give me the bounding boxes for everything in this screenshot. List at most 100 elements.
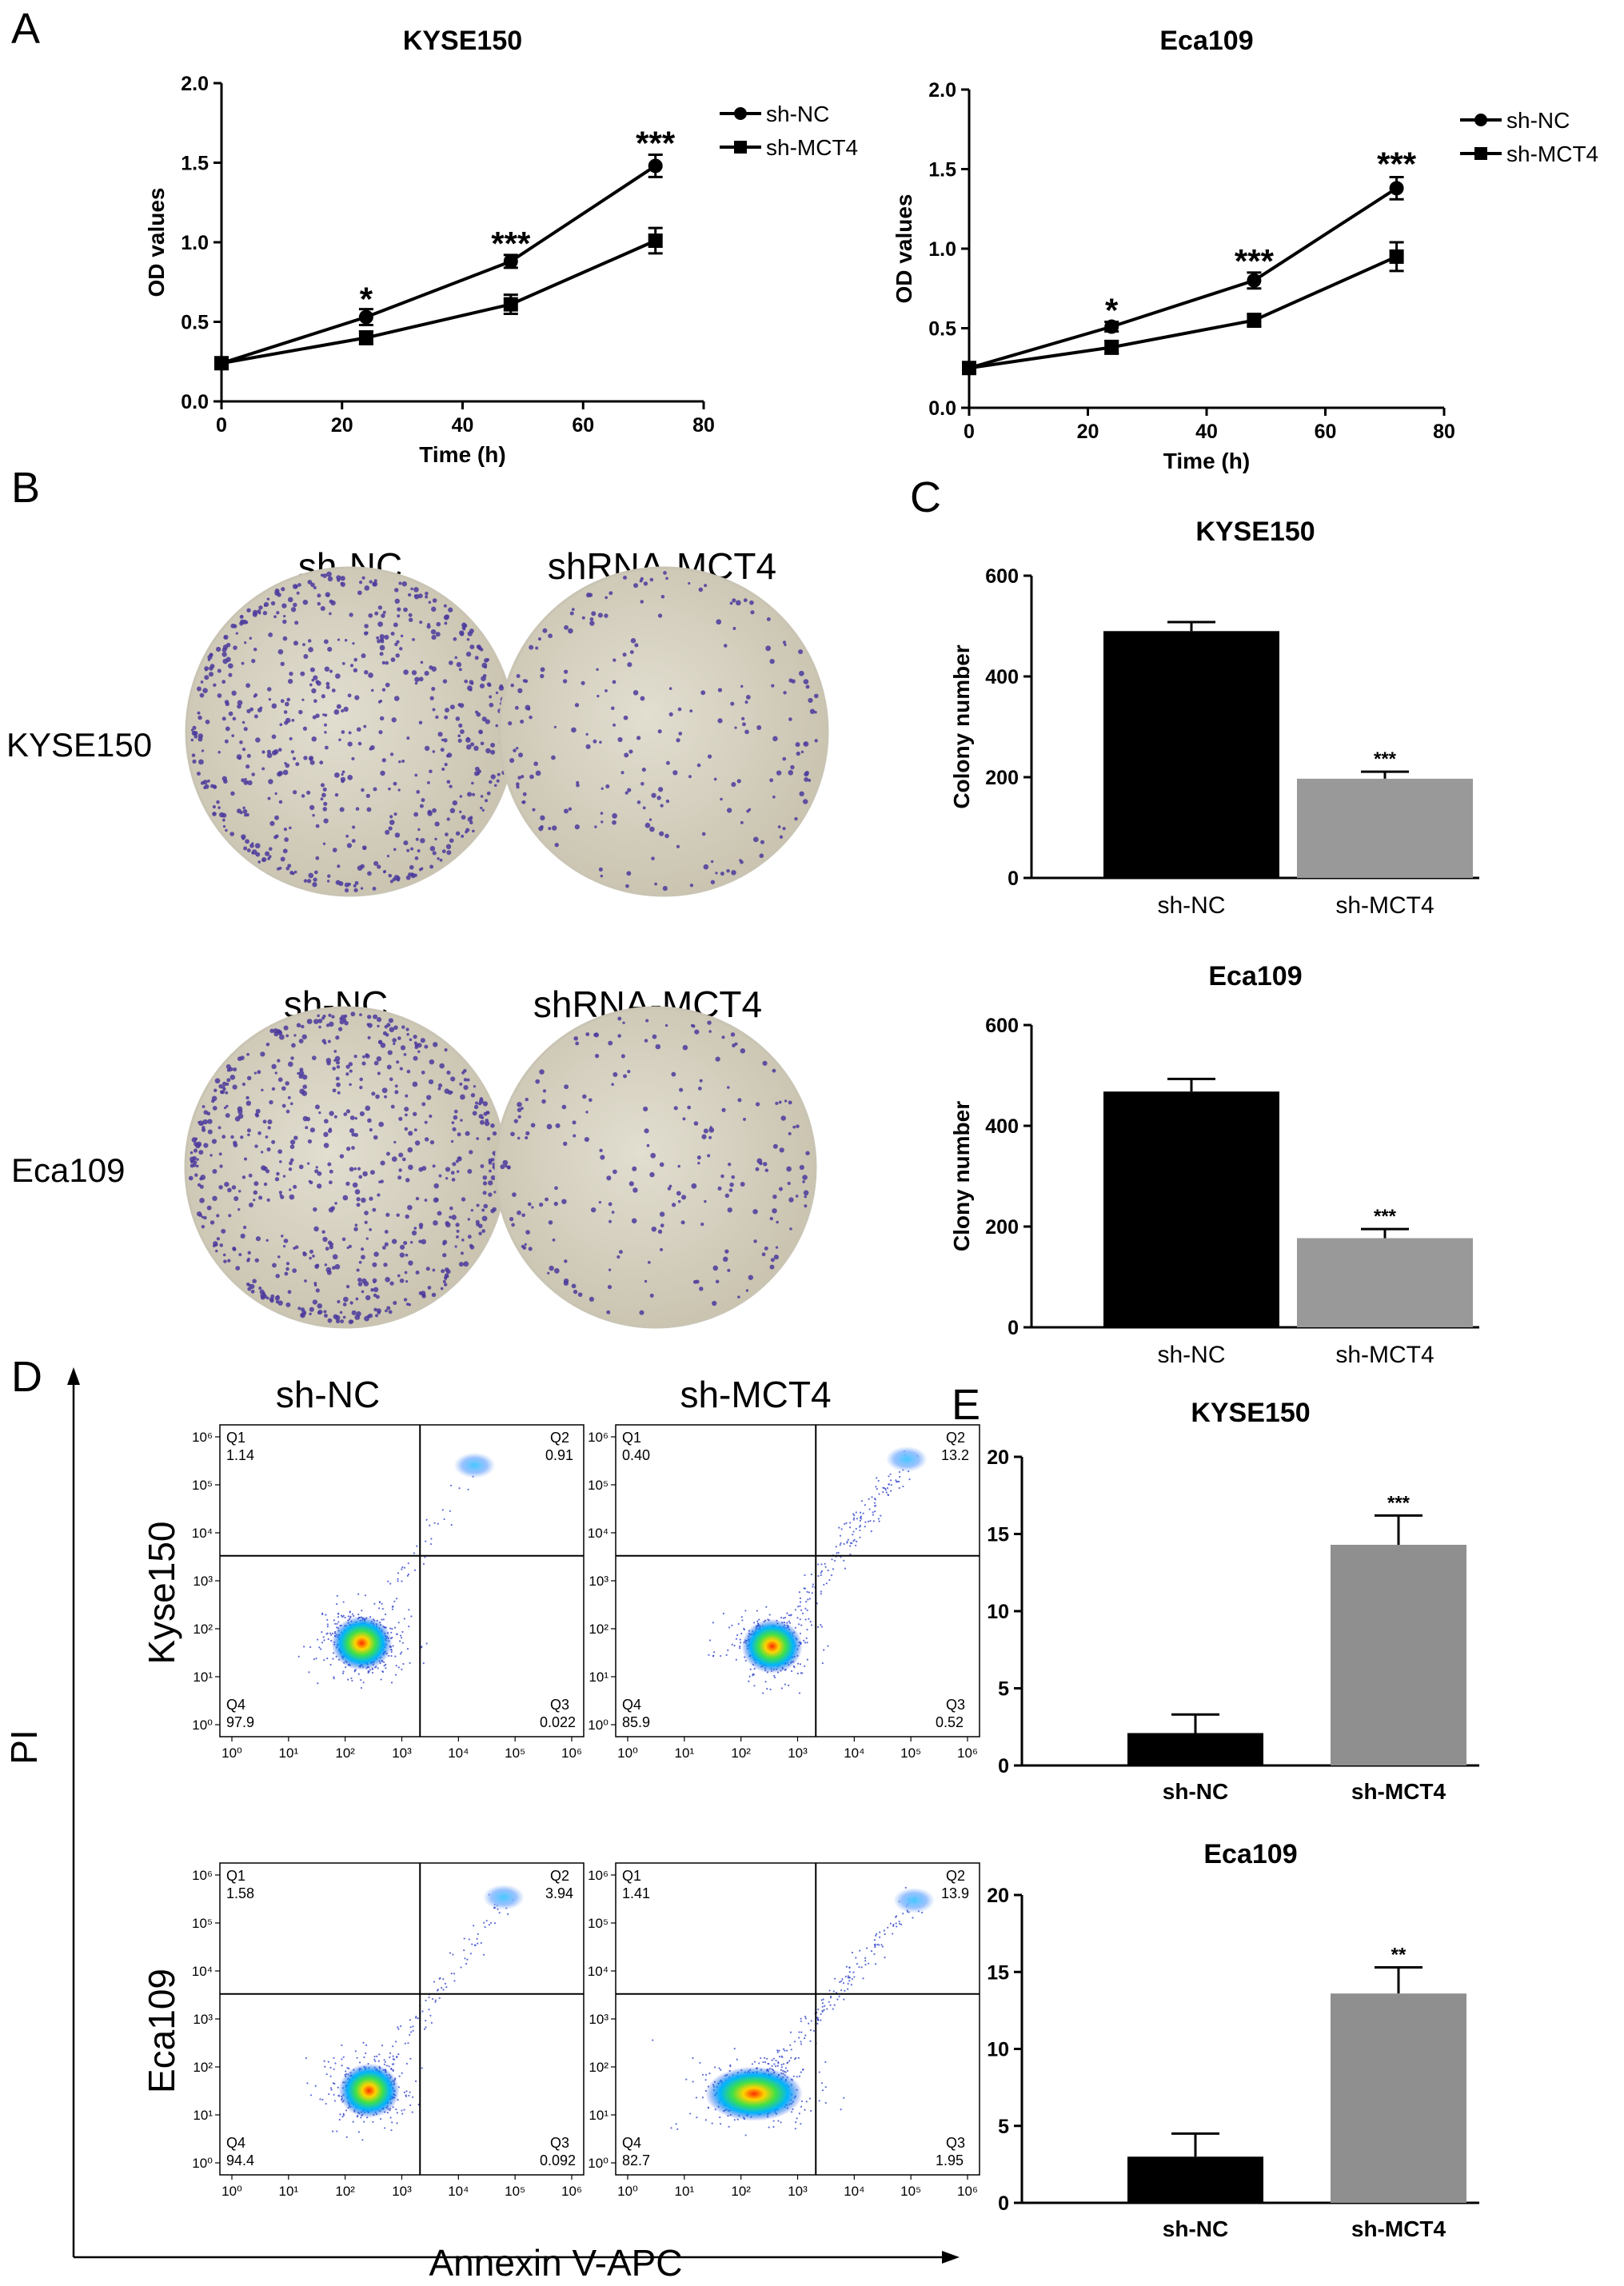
- event-dot: [397, 1578, 399, 1580]
- colony-dot: [522, 679, 527, 683]
- colony-dot: [225, 1091, 229, 1095]
- event-dot: [381, 1618, 383, 1621]
- colony-dot: [367, 871, 372, 876]
- colony-dot: [276, 611, 280, 615]
- colony-dot: [412, 637, 415, 641]
- colony-dot: [270, 600, 276, 606]
- colony-dot: [338, 738, 341, 742]
- colony-dot: [508, 721, 513, 726]
- colony-dot: [437, 732, 443, 737]
- colony-dot: [391, 1156, 397, 1162]
- colony-dot: [390, 1104, 395, 1109]
- colony-dot: [427, 809, 432, 815]
- colony-dot: [272, 1263, 277, 1268]
- quadrant-value: 3.94: [545, 1885, 573, 1901]
- flow-plot-frame: [615, 1424, 980, 1737]
- colony-dot: [283, 1239, 289, 1243]
- colony-dot: [269, 1299, 274, 1303]
- event-dot: [341, 2058, 343, 2061]
- event-dot: [443, 1518, 445, 1521]
- colony-dot: [298, 1074, 303, 1079]
- colony-dot: [403, 1241, 408, 1246]
- colony-dot: [357, 865, 363, 872]
- event-dot: [423, 2028, 426, 2030]
- event-dot: [887, 1494, 890, 1497]
- event-dot: [396, 1633, 398, 1636]
- colony-dot: [303, 756, 308, 760]
- colony-dot: [331, 688, 336, 692]
- colony-dot: [365, 1237, 369, 1240]
- colony-dot: [190, 738, 194, 742]
- event-dot: [808, 1591, 810, 1594]
- colony-dot: [391, 1239, 397, 1244]
- event-dot: [433, 1981, 436, 1983]
- colony-dot: [701, 832, 706, 836]
- colony-dot: [327, 1162, 332, 1167]
- colony-dot: [599, 1148, 603, 1153]
- colony-dot: [408, 1131, 413, 1136]
- colony-dot: [406, 736, 410, 740]
- colony-dot: [437, 1211, 442, 1216]
- colony-dot: [201, 1123, 204, 1126]
- colony-dot: [420, 1038, 425, 1043]
- event-dot: [329, 1663, 332, 1666]
- event-dot: [369, 1669, 371, 1671]
- colony-dot: [612, 1071, 618, 1077]
- colony-dot: [677, 1199, 681, 1203]
- colony-dot: [309, 1127, 316, 1133]
- event-dot: [337, 2086, 339, 2089]
- colony-dot: [477, 772, 480, 776]
- event-dot: [377, 2060, 380, 2062]
- colony-dot: [218, 812, 225, 818]
- colony-dot: [485, 658, 489, 662]
- colony-dot: [372, 887, 377, 891]
- colony-dot: [597, 612, 603, 618]
- colony-dot: [245, 1282, 250, 1287]
- colony-dot: [444, 621, 448, 625]
- colony-dot: [417, 828, 421, 832]
- event-dot: [816, 1626, 820, 1628]
- event-dot: [326, 1623, 329, 1626]
- y-tick-label: 10³: [589, 1574, 609, 1589]
- colony-dot: [268, 632, 273, 637]
- colony-dot: [311, 736, 317, 742]
- colony-dot: [237, 1056, 242, 1061]
- colony-dot: [384, 1242, 389, 1247]
- legend-marker: [1474, 114, 1487, 126]
- colony-dot: [317, 1171, 322, 1176]
- x-tick-label: 60: [1315, 421, 1337, 443]
- y-tick-label: 10¹: [193, 2108, 213, 2123]
- colony-dot: [306, 790, 311, 795]
- colony-dot: [704, 584, 708, 588]
- colony-dot: [285, 717, 291, 724]
- colony-dot: [365, 1105, 371, 1111]
- colony-dot: [333, 1049, 337, 1053]
- data-point: [648, 158, 663, 174]
- colony-dot: [323, 1131, 329, 1138]
- colony-dot: [325, 1247, 329, 1251]
- colony-dot: [202, 780, 208, 785]
- density-core: [331, 1616, 393, 1670]
- colony-dot: [217, 806, 221, 809]
- colony-dot: [406, 848, 410, 852]
- event-dot: [856, 1540, 858, 1543]
- colony-dot: [403, 669, 409, 675]
- colony-dot: [444, 1275, 448, 1279]
- colony-dot: [313, 1283, 317, 1287]
- y-tick-label: 10¹: [589, 1670, 609, 1685]
- colony-dot: [418, 1291, 423, 1295]
- colony-dot: [643, 1106, 648, 1112]
- flow-row-label: Kyse150: [141, 1521, 182, 1664]
- quadrant-value: 0.40: [622, 1447, 650, 1463]
- colony-dot: [247, 1287, 252, 1291]
- colony-dot: [310, 582, 315, 588]
- colony-dot: [489, 702, 494, 708]
- colony-dot: [285, 701, 289, 707]
- panel-letter-e: E: [952, 1381, 980, 1429]
- colony-dot: [744, 729, 749, 735]
- event-dot: [848, 1526, 852, 1529]
- x-tick-label: sh-MCT4: [1335, 892, 1434, 919]
- colony-dot: [401, 581, 408, 587]
- event-dot: [402, 1662, 405, 1666]
- colony-dot: [357, 1167, 361, 1171]
